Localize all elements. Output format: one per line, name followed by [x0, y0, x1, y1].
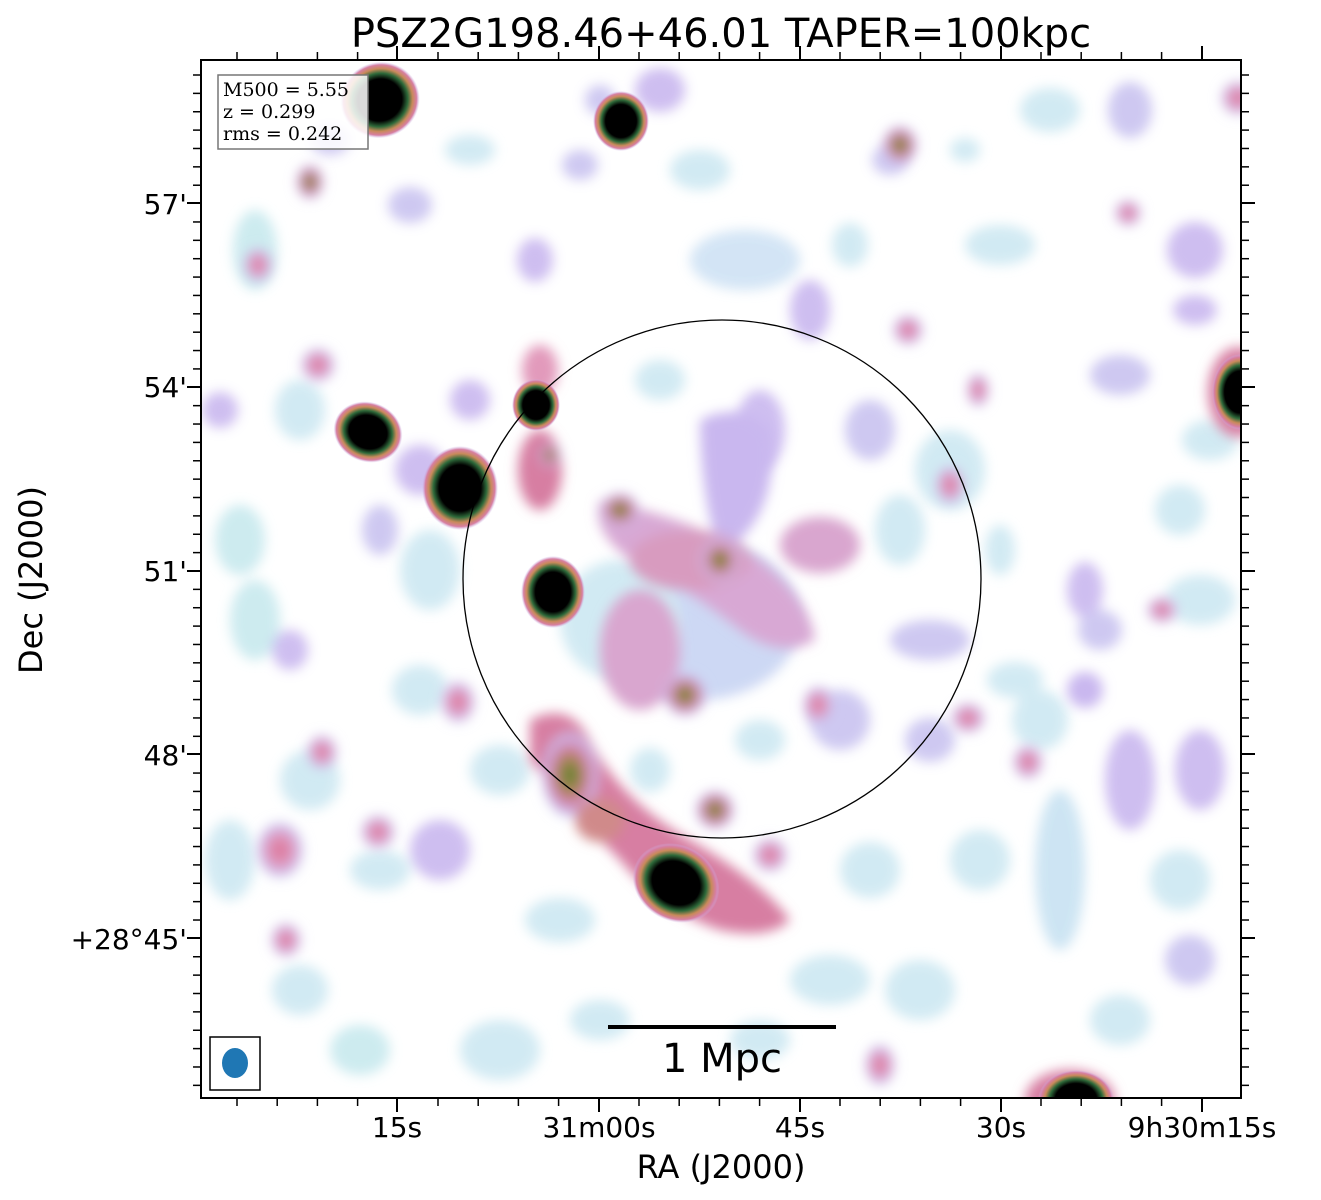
x-tick-labels: 15s 31m00s 45s 30s 9h30m15s [372, 1111, 1276, 1144]
y-tick-label: 48' [144, 739, 187, 772]
y-tick-label: 57' [144, 188, 187, 221]
y-axis-label: Dec (J2000) [12, 486, 50, 674]
r500-circle [462, 319, 982, 839]
x-axis-label: RA (J2000) [637, 1148, 806, 1186]
x-tick-label: 15s [372, 1111, 422, 1144]
axis-ticks [187, 46, 1255, 1112]
x-tick-label: 30s [976, 1111, 1026, 1144]
scale-bar: 1 Mpc [608, 1025, 836, 1082]
redshift-text: z = 0.299 [223, 101, 315, 123]
axes-frame [200, 59, 1242, 1099]
x-tick-label: 45s [775, 1111, 825, 1144]
m500-text: M500 = 5.55 [223, 79, 349, 101]
x-tick-label: 9h30m15s [1128, 1111, 1277, 1144]
diffuse-emission [243, 80, 1241, 1098]
beam-indicator [209, 1036, 261, 1091]
y-tick-label: +28°45' [71, 923, 187, 956]
scale-bar-label: 1 Mpc [662, 1036, 782, 1082]
info-box: M500 = 5.55 z = 0.299 rms = 0.242 [217, 74, 369, 150]
x-tick-label: 31m00s [542, 1111, 655, 1144]
image-area: M500 = 5.55 z = 0.299 rms = 0.242 1 Mpc [201, 60, 1241, 1098]
y-tick-labels: 57' 54' 51' 48' +28°45' [71, 188, 187, 956]
beam-ellipse [222, 1048, 248, 1078]
y-tick-label: 54' [144, 371, 187, 404]
rms-text: rms = 0.242 [223, 123, 342, 145]
plot-title: PSZ2G198.46+46.01 TAPER=100kpc [351, 11, 1091, 57]
y-tick-label: 51' [144, 555, 187, 588]
